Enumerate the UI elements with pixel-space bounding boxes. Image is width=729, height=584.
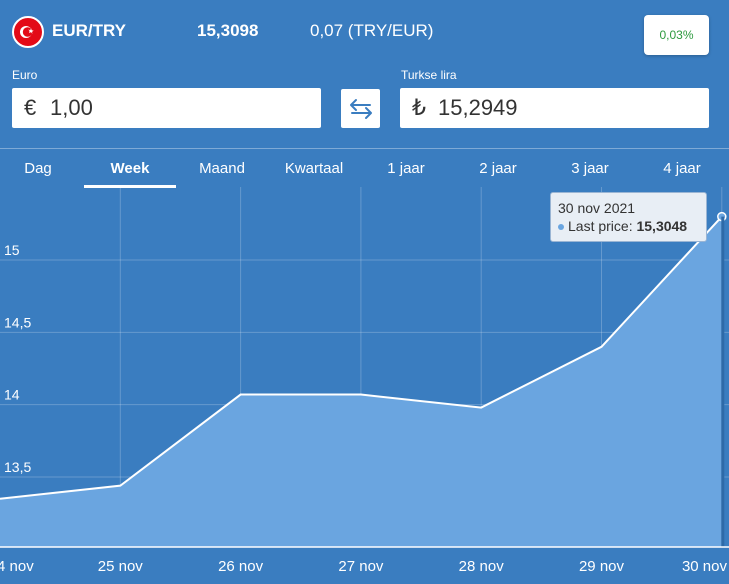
lira-label: Turkse lira <box>401 68 457 82</box>
euro-input[interactable] <box>50 95 300 121</box>
x-tick-label: 26 nov <box>218 558 264 575</box>
lira-input[interactable] <box>438 95 688 121</box>
inverse-rate: 0,07 (TRY/EUR) <box>310 21 434 40</box>
tab-4-jaar[interactable]: 4 jaar <box>663 160 701 177</box>
tooltip-date: 30 nov 2021 <box>558 200 636 216</box>
y-tick-label: 15 <box>4 242 20 258</box>
currency-pair: EUR/TRY <box>52 21 126 40</box>
euro-symbol: € <box>24 95 37 120</box>
tab-kwartaal[interactable]: Kwartaal <box>284 160 344 177</box>
price-chart[interactable]: 13,5 14 14,5 15 4 nov 25 nov 26 nov 27 nov 28 no… <box>0 187 729 584</box>
header: EUR/TRY 15,3098 0,07 (TRY/EUR) 0,03% <box>0 0 729 62</box>
tab-3-jaar[interactable]: 3 jaar <box>571 160 609 177</box>
y-tick-label: 14,5 <box>4 314 31 330</box>
series-line <box>0 215 723 500</box>
tooltip-row: Last price: 15,3048 <box>558 216 699 236</box>
x-tick-label: 25 nov <box>98 558 144 575</box>
series-dot-icon <box>558 224 564 231</box>
tab-week[interactable]: Week <box>84 149 176 189</box>
lira-symbol: ₺ <box>412 95 426 120</box>
swap-button[interactable] <box>341 89 380 128</box>
turkey-flag-icon <box>12 16 44 48</box>
y-tick-label: 13,5 <box>4 459 31 475</box>
x-tick-label: 4 nov <box>0 558 34 575</box>
x-tick-label: 28 nov <box>459 558 505 575</box>
tooltip-label: Last price: <box>568 218 633 234</box>
chart-tooltip: 30 nov 2021 Last price: 15,3048 <box>550 192 707 242</box>
tab-maand[interactable]: Maand <box>199 160 245 177</box>
chart-svg: 13,5 14 14,5 15 4 nov 25 nov 26 nov 27 nov 28 no… <box>0 187 729 575</box>
euro-label: Euro <box>12 68 38 82</box>
x-tick-label: 30 nov <box>682 558 728 575</box>
lira-field[interactable]: ₺ <box>400 88 709 128</box>
period-tabs: Dag Week Maand Kwartaal 1 jaar 2 jaar 3 … <box>0 148 729 188</box>
current-price: 15,3098 <box>197 21 259 40</box>
area-fill <box>0 216 722 547</box>
y-tick-label: 14 <box>4 387 20 403</box>
x-tick-label: 27 nov <box>338 558 384 575</box>
tab-dag[interactable]: Dag <box>24 160 52 177</box>
tooltip-value: 15,3048 <box>636 218 688 234</box>
change-badge: 0,03% <box>644 15 709 55</box>
tab-2-jaar[interactable]: 2 jaar <box>479 160 517 177</box>
euro-field[interactable]: € <box>12 88 321 128</box>
tab-1-jaar[interactable]: 1 jaar <box>387 160 425 177</box>
x-tick-label: 29 nov <box>579 558 625 575</box>
swap-arrows-icon <box>349 98 372 119</box>
